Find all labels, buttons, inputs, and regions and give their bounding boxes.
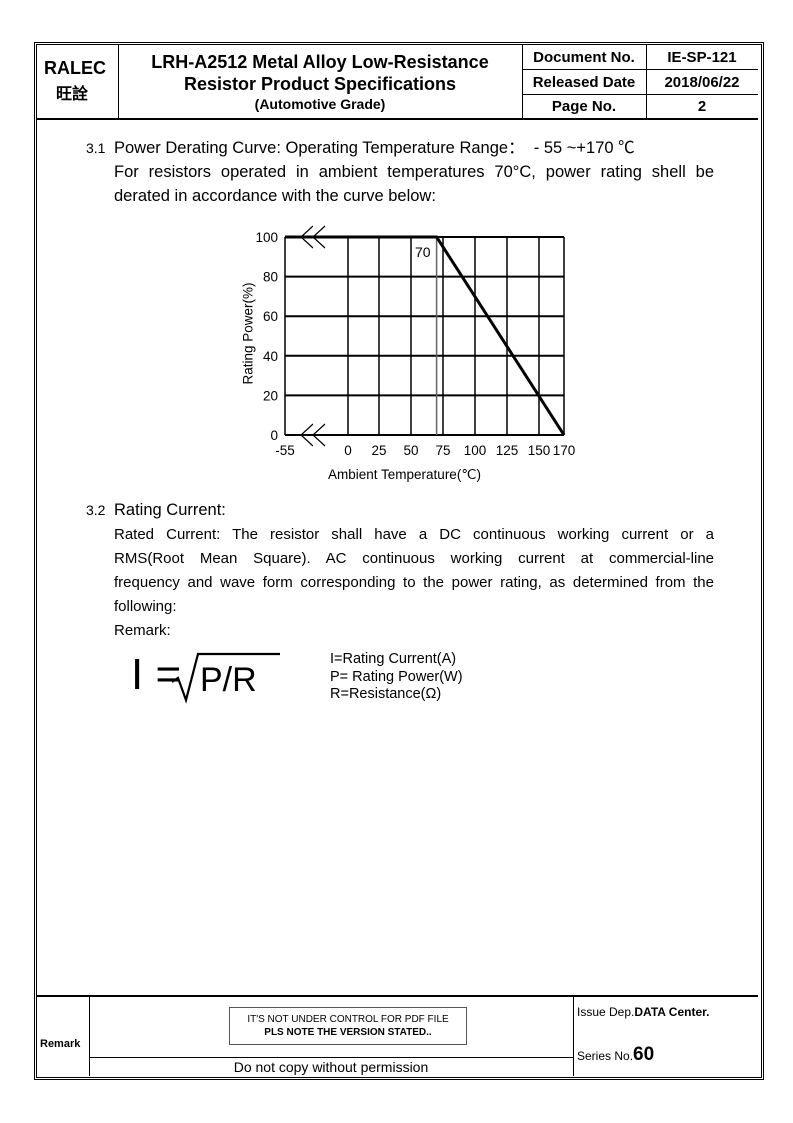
paragraph: following:	[114, 598, 177, 615]
divider	[37, 995, 758, 997]
remark-label: Remark	[40, 1038, 81, 1050]
series-no-label: Series No.	[577, 1049, 634, 1063]
doc-title: LRH-A2512 Metal Alloy Low-Resistance	[151, 52, 489, 72]
divider	[573, 996, 574, 1076]
doc-title-2: Resistor Product Specifications	[183, 74, 457, 94]
doc-subtitle: (Automotive Grade)	[254, 96, 386, 112]
legend-resistance: R=Resistance(Ω)	[330, 686, 442, 702]
section-number: 3.1	[86, 140, 106, 156]
divider	[118, 45, 119, 118]
page-no: 2	[697, 98, 707, 115]
copy-notice: Do not copy without permission	[233, 1059, 429, 1075]
x-tick-label: 125	[496, 443, 519, 458]
y-tick-label: 100	[255, 230, 278, 245]
x-tick-label: 50	[403, 443, 418, 458]
page-border	[34, 42, 764, 1080]
divider	[522, 94, 758, 95]
y-tick-label: 0	[270, 428, 278, 443]
legend-power: P= Rating Power(W)	[330, 668, 463, 685]
divider	[522, 45, 523, 118]
series-no: Series No.60	[577, 1044, 654, 1066]
x-tick-label: 100	[464, 443, 487, 458]
x-tick-label: 25	[371, 443, 386, 458]
divider	[646, 45, 647, 118]
page-no-label: Page No.	[551, 98, 617, 115]
issue-dep-label: Issue Dep.	[577, 1005, 635, 1019]
company-logo-cn: 旺詮	[56, 84, 89, 103]
section-number: 3.2	[86, 502, 106, 518]
pdf-notice-box: IT'S NOT UNDER CONTROL FOR PDF FILE PLS …	[229, 1007, 467, 1045]
series-no-value: 60	[633, 1044, 655, 1065]
issue-dep: Issue Dep.DATA Center.	[577, 1005, 710, 1019]
derating-curve	[285, 235, 566, 436]
axis-break-icon	[300, 423, 314, 447]
document-no: IE-SP-121	[667, 48, 737, 66]
x-tick-label: 0	[344, 443, 352, 458]
x-tick-label: 75	[435, 443, 450, 458]
released-date: 2018/06/22	[664, 73, 740, 91]
divider	[89, 996, 90, 1076]
y-axis-label: Rating Power(%)	[240, 282, 256, 385]
x-tick-label: 170	[553, 443, 576, 458]
chart-annotation-70: 70	[415, 244, 431, 260]
issue-dep-value: DATA Center.	[634, 1005, 710, 1019]
divider	[89, 1057, 573, 1058]
paragraph: frequency and wave form corresponding to…	[114, 574, 714, 591]
released-date-label: Released Date	[532, 73, 636, 91]
paragraph: For resistors operated in ambient temper…	[114, 163, 714, 181]
y-tick-label: 60	[263, 309, 278, 324]
paragraph: Rated Current: The resistor shall have a…	[114, 526, 714, 543]
formula-legend: I=Rating Current(A) P= Rating Power(W) R…	[330, 651, 463, 704]
section-title: Rating Current:	[114, 501, 226, 519]
paragraph: RMS(Root Mean Square). AC continuous wor…	[114, 550, 714, 567]
sqrt-symbol-icon	[171, 652, 280, 704]
document-no-label: Document No.	[533, 48, 635, 66]
axis-break-icon	[312, 423, 326, 447]
formula-lhs: I =	[131, 650, 182, 699]
company-logo: RALEC	[44, 58, 106, 78]
legend-current: I=Rating Current(A)	[330, 651, 457, 667]
remark-label: Remark:	[114, 622, 171, 639]
divider	[522, 69, 758, 70]
x-axis-label: Ambient Temperature(℃)	[328, 467, 481, 482]
notice-line: PLS NOTE THE VERSION STATED..	[264, 1027, 432, 1038]
y-tick-label: 80	[263, 270, 278, 285]
section-title: Power Derating Curve: Operating Temperat…	[114, 139, 635, 157]
paragraph: derated in accordance with the curve bel…	[114, 187, 436, 205]
y-tick-label: 20	[263, 388, 278, 403]
y-tick-label: 40	[263, 349, 278, 364]
x-tick-label: 150	[528, 443, 551, 458]
x-tick-label: -55	[275, 443, 295, 458]
notice-line: IT'S NOT UNDER CONTROL FOR PDF FILE	[247, 1014, 449, 1025]
formula-radicand: P/R	[200, 661, 257, 699]
divider	[37, 118, 758, 120]
